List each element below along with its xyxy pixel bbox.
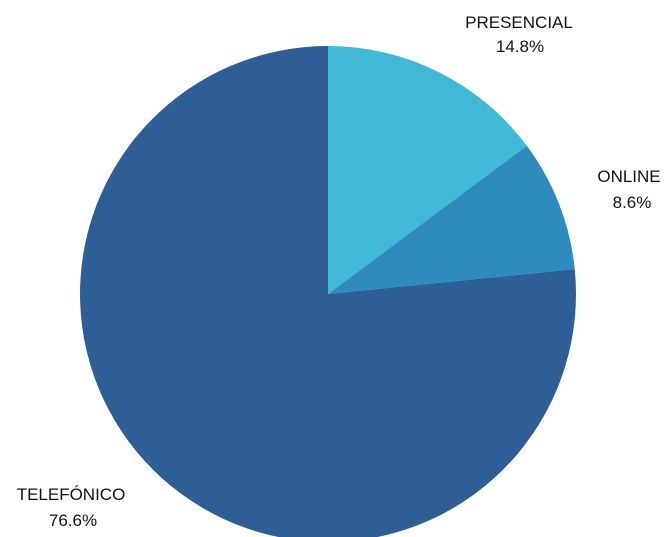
pie-slice-telefonico <box>80 46 576 537</box>
label-online-value: 8.6% <box>613 193 652 212</box>
label-online: ONLINE 8.6% <box>597 167 660 212</box>
label-presencial-value: 14.8% <box>496 37 544 56</box>
pie-slices <box>80 46 576 537</box>
label-telefonico-value: 76.6% <box>49 511 97 530</box>
label-presencial: PRESENCIAL 14.8% <box>465 13 573 56</box>
label-telefonico-name: TELEFÓNICO <box>17 485 126 504</box>
pie-slice-online <box>328 145 575 294</box>
pie-slice-presencial <box>328 46 527 294</box>
label-presencial-name: PRESENCIAL <box>465 13 573 32</box>
label-telefonico: TELEFÓNICO 76.6% <box>17 485 126 530</box>
label-online-name: ONLINE <box>597 167 660 186</box>
